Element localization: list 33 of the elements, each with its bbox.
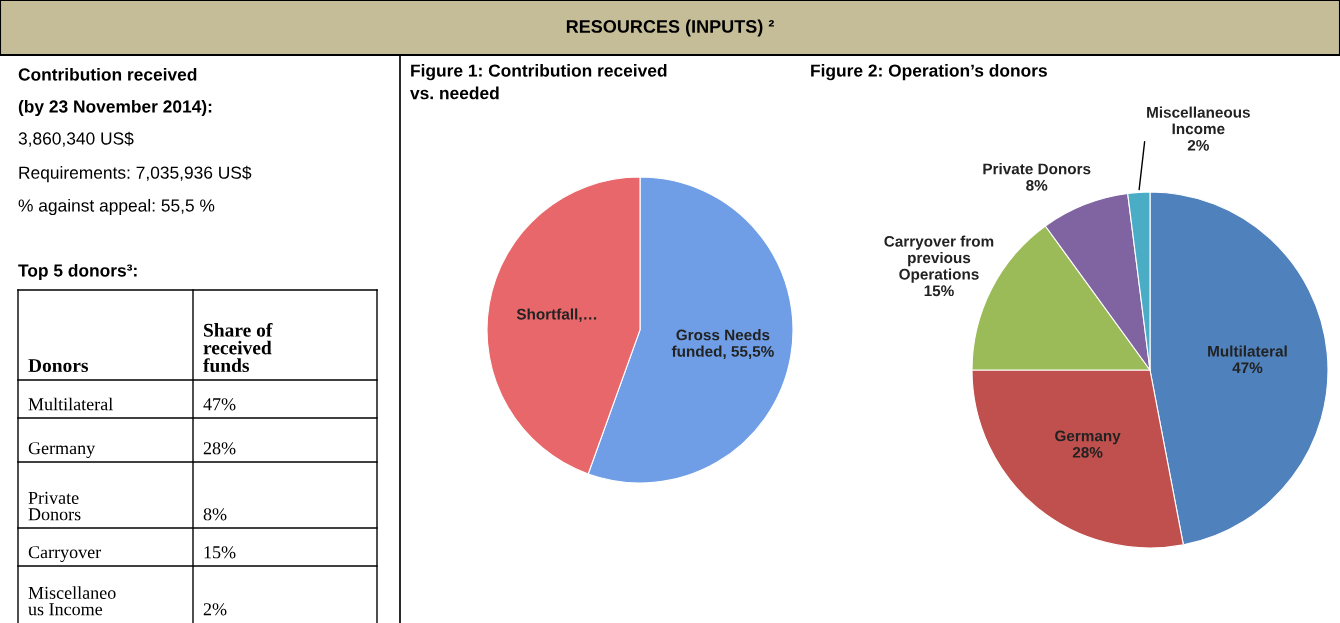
slice-label: Gross Needs funded, 55,5%	[671, 329, 774, 360]
text: 15%	[204, 546, 236, 559]
text: Share of received funds	[203, 322, 273, 373]
slice-label: Carryover from previous Operations	[884, 235, 994, 283]
data-label: 15%	[924, 285, 954, 297]
slice-label: Shortfall,…	[516, 308, 597, 322]
text: Miscellaneo us Income	[28, 586, 116, 616]
text: 47%	[203, 398, 236, 411]
data-label: 8%	[1026, 179, 1048, 191]
text: Donors	[28, 359, 89, 373]
slice-label: Multilateral	[1208, 345, 1287, 357]
slice-label: Miscellaneous Income	[1147, 106, 1250, 135]
data-label: 2%	[1187, 139, 1209, 151]
text: Contribution received	[18, 67, 197, 81]
text: 28%	[203, 442, 236, 455]
chart-title: Figure 2: Operation’s donors	[811, 64, 1047, 81]
slice-label: Private Donors	[983, 163, 1091, 175]
text: Germany	[28, 442, 96, 458]
text: 8%	[203, 508, 227, 521]
text: 2%	[203, 603, 227, 616]
chart-title: Figure 1: Contribution received vs. needed	[410, 64, 667, 100]
slice-label: Germany	[1055, 430, 1121, 445]
data-label: 47%	[1232, 362, 1263, 374]
text: RESOURCES (INPUTS) ²	[566, 19, 774, 37]
text: Multilateral	[28, 397, 113, 411]
text: (by 23 November 2014):	[18, 99, 212, 117]
text: 3,860,340 US$	[18, 131, 134, 147]
data-label: 28%	[1072, 446, 1103, 458]
text: Carryover	[28, 546, 102, 562]
text: Private Donors	[28, 491, 81, 521]
text: Requirements: 7,035,936 US$	[19, 165, 252, 183]
text: Top 5 donors³:	[18, 263, 137, 281]
text: % against appeal: 55,5 %	[18, 198, 215, 216]
